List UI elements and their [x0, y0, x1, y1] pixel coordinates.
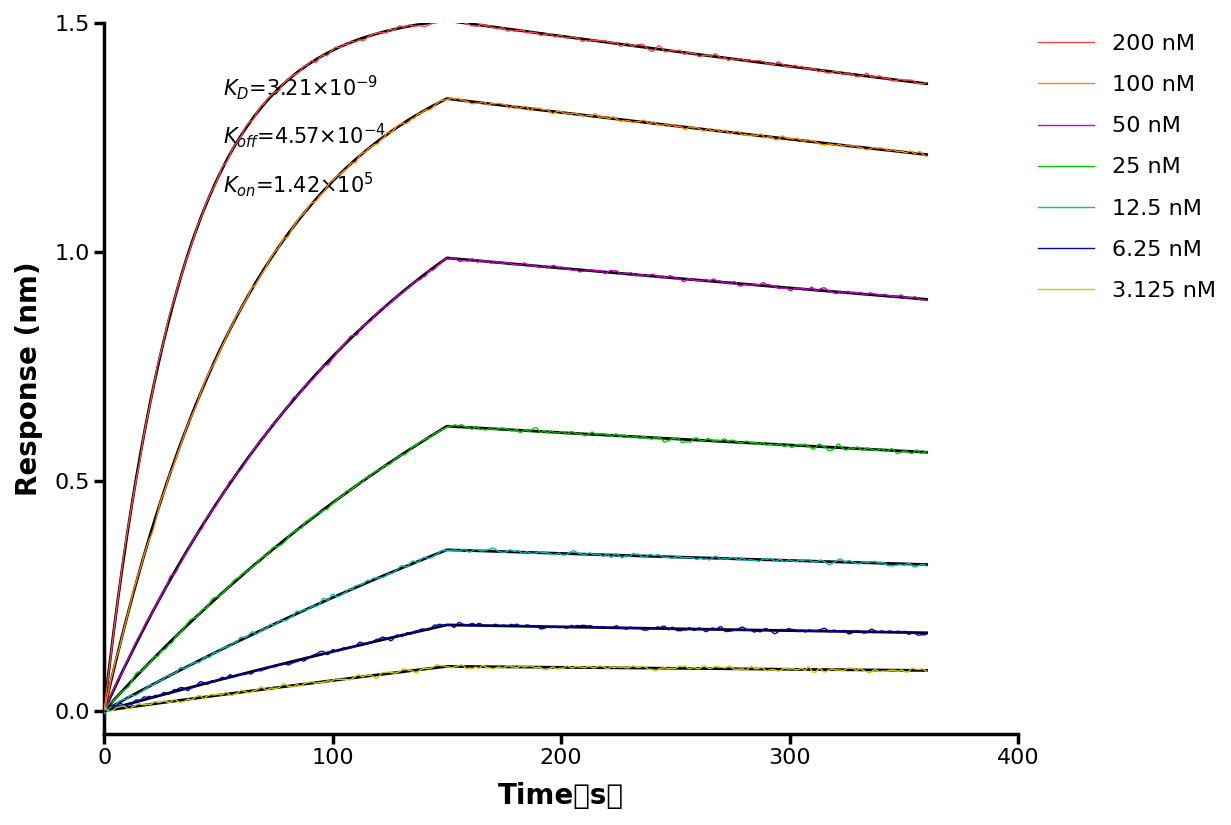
- 3.125 nM: [97, 703, 112, 713]
- 50 nM: [502, 258, 517, 268]
- 50 nM: [920, 295, 934, 305]
- 6.25 nM: [277, 658, 292, 668]
- 100 nM: [502, 103, 517, 113]
- 200 nM: [313, 52, 327, 62]
- 25 nM: [582, 428, 597, 438]
- 3.125 nM: [431, 660, 446, 670]
- 100 nM: [97, 705, 112, 714]
- 3.125 nM: [846, 663, 860, 673]
- 50 nM: [97, 706, 112, 716]
- 6.25 nM: [313, 647, 327, 657]
- 50 nM: [844, 288, 859, 298]
- 100 nM: [444, 93, 459, 103]
- Line: 200 nM: 200 nM: [105, 19, 927, 711]
- 6.25 nM: [920, 629, 934, 639]
- 3.125 nM: [101, 706, 116, 716]
- Y-axis label: Response (nm): Response (nm): [15, 261, 43, 496]
- 12.5 nM: [664, 553, 678, 563]
- 100 nM: [844, 141, 859, 151]
- 6.25 nM: [502, 620, 517, 630]
- 100 nM: [277, 233, 292, 243]
- 3.125 nM: [920, 666, 934, 676]
- Text: $K_D$=3.21×10$^{-9}$
$K_{off}$=4.57×10$^{-4}$
$K_{on}$=1.42×10$^{5}$: $K_D$=3.21×10$^{-9}$ $K_{off}$=4.57×10$^…: [223, 73, 385, 200]
- 12.5 nM: [582, 548, 597, 558]
- 200 nM: [436, 14, 451, 24]
- 3.125 nM: [583, 662, 598, 672]
- 3.125 nM: [665, 663, 680, 673]
- 12.5 nM: [844, 557, 859, 567]
- Line: 12.5 nM: 12.5 nM: [105, 548, 927, 714]
- 25 nM: [502, 426, 517, 436]
- X-axis label: Time（s）: Time（s）: [499, 782, 624, 810]
- 12.5 nM: [920, 561, 934, 571]
- 25 nM: [277, 537, 292, 547]
- 50 nM: [446, 253, 460, 263]
- 100 nM: [664, 120, 678, 130]
- 25 nM: [664, 435, 678, 445]
- 6.25 nM: [844, 628, 859, 638]
- Legend: 200 nM, 100 nM, 50 nM, 25 nM, 12.5 nM, 6.25 nM, 3.125 nM: 200 nM, 100 nM, 50 nM, 25 nM, 12.5 nM, 6…: [1038, 34, 1215, 301]
- Line: 50 nM: 50 nM: [105, 258, 927, 711]
- 12.5 nM: [485, 543, 500, 553]
- 100 nM: [920, 151, 934, 161]
- 200 nM: [844, 69, 859, 79]
- 200 nM: [277, 78, 292, 87]
- Line: 100 nM: 100 nM: [105, 98, 927, 710]
- 25 nM: [920, 447, 934, 457]
- 6.25 nM: [582, 620, 597, 630]
- 25 nM: [454, 420, 469, 430]
- 3.125 nM: [314, 677, 329, 687]
- 25 nM: [97, 706, 112, 716]
- 12.5 nM: [277, 615, 292, 625]
- 200 nM: [920, 78, 934, 87]
- 200 nM: [502, 26, 517, 35]
- Line: 6.25 nM: 6.25 nM: [105, 622, 927, 711]
- 50 nM: [664, 271, 678, 281]
- 200 nM: [664, 45, 678, 55]
- 100 nM: [313, 191, 327, 200]
- 6.25 nM: [452, 617, 467, 627]
- 25 nM: [313, 507, 327, 517]
- 12.5 nM: [97, 709, 112, 719]
- 200 nM: [582, 35, 597, 45]
- 50 nM: [277, 406, 292, 416]
- 12.5 nM: [313, 598, 327, 608]
- 3.125 nM: [278, 680, 293, 690]
- 50 nM: [313, 365, 327, 375]
- 100 nM: [582, 111, 597, 120]
- 6.25 nM: [97, 706, 112, 716]
- Line: 3.125 nM: 3.125 nM: [105, 665, 927, 711]
- Line: 25 nM: 25 nM: [105, 425, 927, 711]
- 6.25 nM: [664, 623, 678, 633]
- 200 nM: [97, 706, 112, 716]
- 50 nM: [582, 265, 597, 275]
- 3.125 nM: [503, 662, 518, 672]
- 25 nM: [844, 443, 859, 453]
- 12.5 nM: [502, 545, 517, 555]
